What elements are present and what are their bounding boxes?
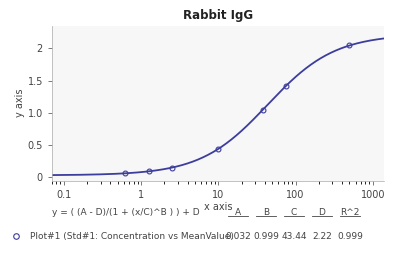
Text: 0.999: 0.999 — [253, 232, 279, 240]
Text: 43.44: 43.44 — [281, 232, 307, 240]
Text: A: A — [235, 208, 241, 217]
Text: D: D — [318, 208, 326, 217]
Text: y = ( (A - D)/(1 + (x/C)^B ) ) + D: y = ( (A - D)/(1 + (x/C)^B ) ) + D — [52, 208, 200, 217]
Text: R^2: R^2 — [340, 208, 360, 217]
X-axis label: x axis: x axis — [204, 203, 232, 212]
Text: B: B — [263, 208, 269, 217]
Text: C: C — [291, 208, 297, 217]
Text: 0.032: 0.032 — [225, 232, 251, 240]
Title: Rabbit IgG: Rabbit IgG — [183, 9, 253, 22]
Text: 2.22: 2.22 — [312, 232, 332, 240]
Y-axis label: y axis: y axis — [15, 89, 25, 117]
Text: Plot#1 (Std#1: Concentration vs MeanValue): Plot#1 (Std#1: Concentration vs MeanValu… — [30, 232, 234, 240]
Text: 0.999: 0.999 — [337, 232, 363, 240]
